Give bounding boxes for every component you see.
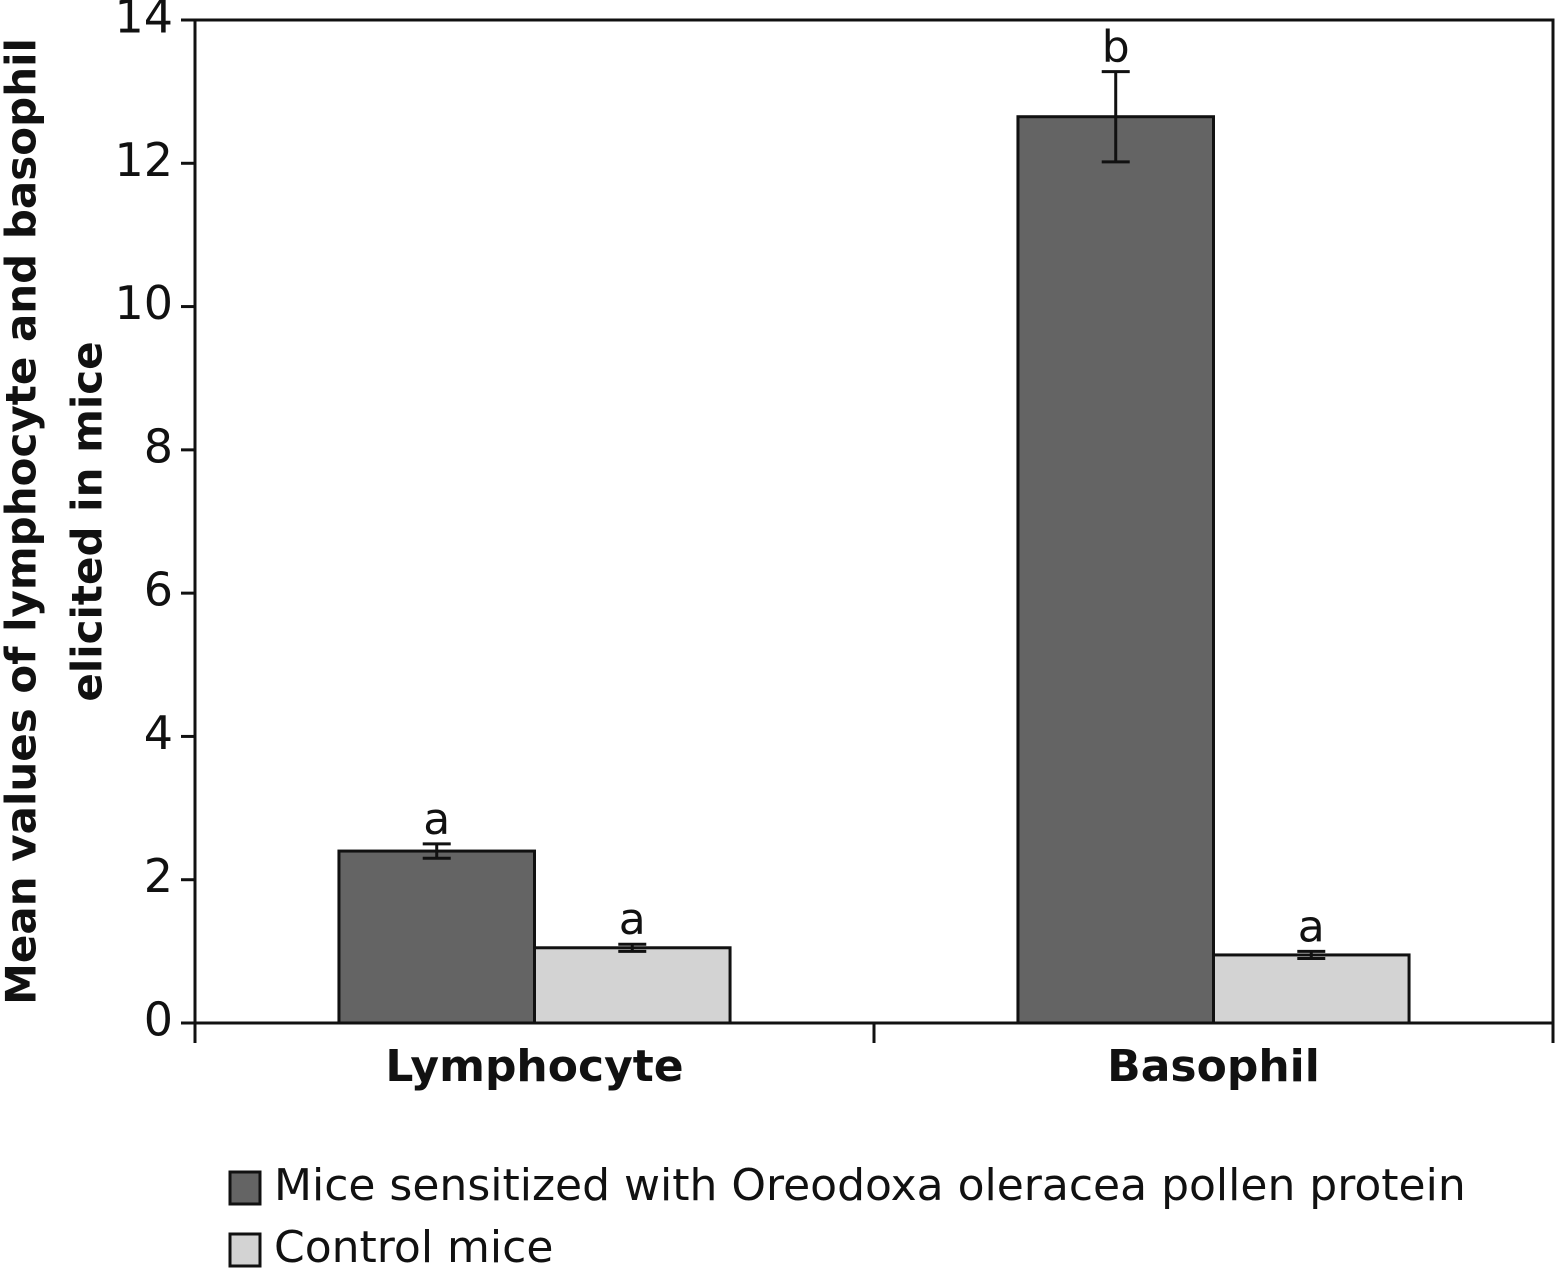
error-bar [1297,949,1326,961]
legend-swatch [228,1232,262,1268]
error-bar [422,842,451,860]
y-tick-label: 14 [114,0,173,44]
annotation: a [423,794,450,845]
y-tick-label: 12 [114,133,173,187]
bar [533,946,732,1025]
y-tick-label: 6 [144,563,173,617]
legend-label: Mice sensitized with Oreodoxa oleracea p… [274,1160,1466,1211]
y-tick-label: 4 [144,706,173,760]
annotation: b [1102,22,1130,73]
annotation: a [619,894,646,945]
annotation: a [1298,901,1325,952]
error-bar [1101,70,1130,164]
error-bar [618,942,647,953]
legend-swatch [228,1170,262,1206]
y-tick-label: 10 [114,276,173,330]
x-tick-label: Lymphocyte [385,1041,683,1092]
y-tick-label: 0 [144,993,173,1047]
legend-label: Control mice [274,1222,553,1272]
y-tick-label: 8 [144,419,173,473]
x-tick-label: Basophil [1107,1041,1320,1092]
bar [337,849,536,1025]
y-axis-label: elicited in mice [63,341,112,701]
bar [1016,115,1215,1025]
y-tick-label: 2 [144,849,173,903]
y-axis-label: Mean values of lymphocyte and basophil [0,38,46,1005]
bar [1212,953,1411,1025]
